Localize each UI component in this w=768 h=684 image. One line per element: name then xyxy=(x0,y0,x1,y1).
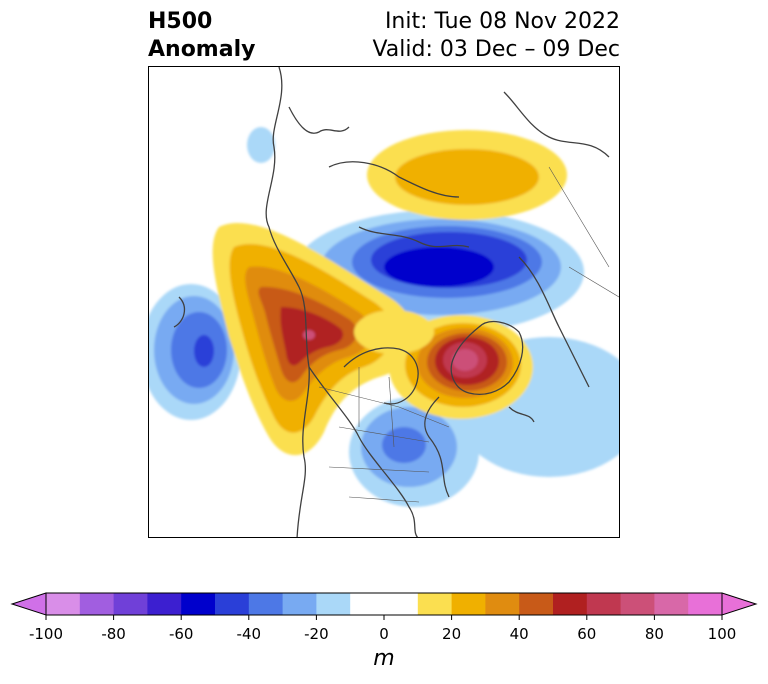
variable-title: H500 xyxy=(148,9,213,34)
colorbar-tick-label: 0 xyxy=(379,625,389,643)
colorbar-tick-label: -40 xyxy=(237,625,262,643)
colorbar-cells xyxy=(10,592,758,616)
colorbar-tick-label: -100 xyxy=(29,625,63,643)
colorbar-cell xyxy=(147,593,182,615)
colorbar-under-arrow xyxy=(10,592,47,616)
borders xyxy=(318,166,619,503)
colorbar-tick-label: 60 xyxy=(577,625,596,643)
colorbar-cell xyxy=(248,593,284,615)
colorbar-cell xyxy=(316,593,351,615)
colorbar-cell xyxy=(451,593,486,615)
init-date: Init: Tue 08 Nov 2022 xyxy=(384,9,620,34)
colorbar-tick-label: -20 xyxy=(304,625,329,643)
colorbar-unit-label: m xyxy=(373,646,395,671)
colorbar-tick-label: -80 xyxy=(101,625,126,643)
colorbar-tick-label: 80 xyxy=(645,625,664,643)
pacific-positive xyxy=(212,223,415,456)
eastus-negative xyxy=(349,397,479,507)
title-left: H500 Anomaly xyxy=(148,8,255,64)
anomaly-title: Anomaly xyxy=(148,37,256,62)
colorbar-ticks: -100 -80 -60 -40 -20 0 20 40 60 80 100 xyxy=(29,615,736,643)
colorbar-cell xyxy=(46,593,81,615)
colorbar-cell xyxy=(384,593,419,615)
coastlines xyxy=(173,67,610,537)
colorbar-tick-label: -60 xyxy=(169,625,194,643)
valid-dates: Valid: 03 Dec – 09 Dec xyxy=(372,37,620,62)
colorbar-cell xyxy=(620,593,655,615)
colorbar-cell xyxy=(586,593,622,615)
anomaly-fill xyxy=(149,127,619,507)
colorbar-cell xyxy=(485,593,520,615)
colorbar-tick-label: 40 xyxy=(510,625,529,643)
colorbar-cell xyxy=(79,593,115,615)
colorbar-cell xyxy=(350,593,385,615)
colorbar-over-arrow xyxy=(721,592,758,616)
colorbar: -100 -80 -60 -40 -20 0 20 40 60 80 100 xyxy=(10,592,758,643)
colorbar-tick-label: 100 xyxy=(708,625,737,643)
pacific-negative xyxy=(149,284,241,420)
colorbar-cell xyxy=(553,593,588,615)
colorbar-cell xyxy=(654,593,689,615)
colorbar-cell xyxy=(113,593,148,615)
alaska-negative xyxy=(247,127,275,163)
colorbar-cell xyxy=(282,593,317,615)
colorbar-cell xyxy=(215,593,250,615)
colorbar-cell xyxy=(181,593,216,615)
colorbar-cell xyxy=(688,593,723,615)
anomaly-map xyxy=(148,66,620,538)
colorbar-tick-label: 20 xyxy=(442,625,461,643)
colorbar-cell xyxy=(417,593,453,615)
map-svg xyxy=(149,67,619,537)
colorbar-cell xyxy=(519,593,554,615)
canada-negative xyxy=(294,210,584,334)
bridge-positive xyxy=(354,310,434,354)
title-right: Init: Tue 08 Nov 2022 Valid: 03 Dec – 09… xyxy=(372,8,620,64)
